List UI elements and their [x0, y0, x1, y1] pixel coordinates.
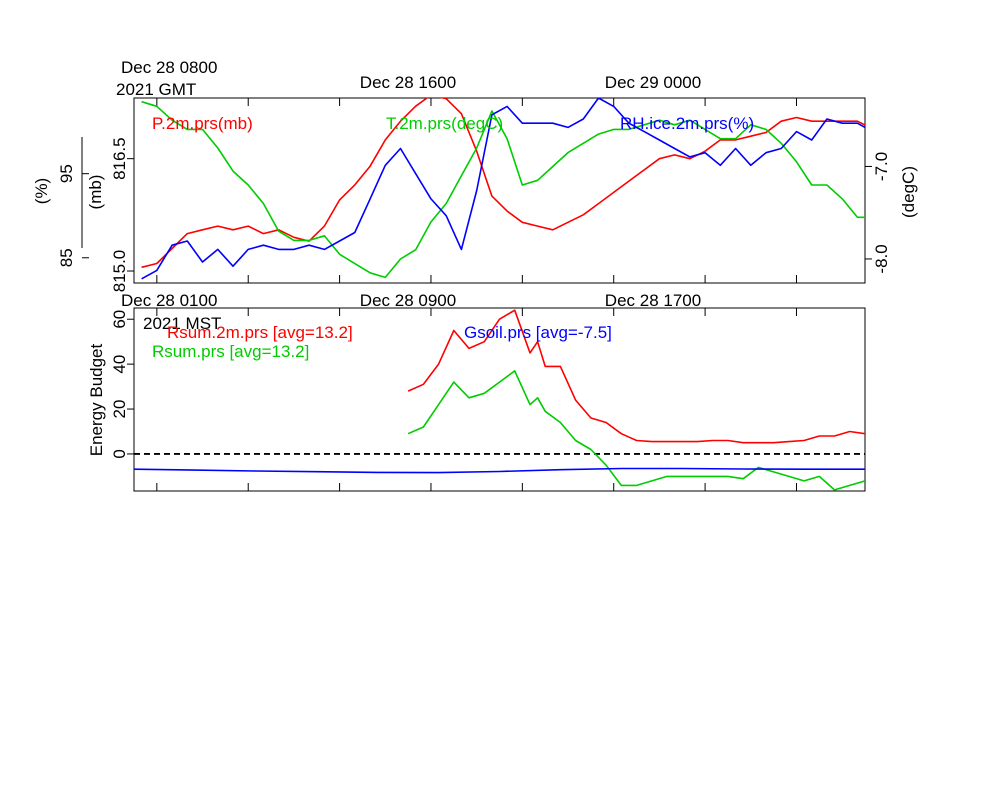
- bottom-panel-plot-area: [134, 308, 865, 491]
- energy-tick-label: 40: [110, 355, 129, 374]
- legend-temperature: T.2m.prs(degC): [386, 114, 503, 133]
- mst-start-label-line2: 2021 MST: [143, 314, 221, 333]
- gmt-start-label-line1: Dec 28 0800: [121, 58, 217, 77]
- temperature-axis-label: (degC): [899, 166, 918, 218]
- gmt-mid-label: Dec 28 1600: [360, 73, 456, 92]
- legend-pressure: P.2m.prs(mb): [152, 114, 253, 133]
- bottom-panel-frame: [133, 307, 866, 492]
- gmt-start-label-line2: 2021 GMT: [116, 80, 196, 99]
- rh-tick-label: 95: [57, 164, 76, 183]
- legend-rsum: Rsum.prs [avg=13.2]: [152, 342, 309, 361]
- top-panel-plot-area: [141, 98, 865, 283]
- legend-rsum-2m: Rsum.2m.prs [avg=13.2]: [167, 323, 353, 342]
- gmt-end-label: Dec 29 0000: [605, 73, 701, 92]
- pressure-axis-label: (mb): [86, 175, 105, 210]
- pressure-tick-label: 816.5: [110, 137, 129, 180]
- gsoil-series-line: [134, 467, 865, 474]
- temperature-tick-label: -7.0: [872, 152, 891, 181]
- temperature-axis-ticks: -8.0 -7.0: [865, 152, 891, 274]
- pressure-axis-ticks: 815.0 816.5: [110, 137, 134, 292]
- temperature-tick-label: -8.0: [872, 244, 891, 273]
- energy-axis-ticks: 0 20 40 60: [110, 310, 134, 459]
- rh-tick-label: 85: [57, 248, 76, 267]
- mst-start-label-line1: Dec 28 0100: [121, 291, 217, 310]
- pressure-series-line: [141, 98, 865, 269]
- bottom-panel: 0 20 40 60 Energy Budget Rsum.2m.prs [avg=1…: [87, 307, 866, 492]
- legend-humidity: RH.ice.2m.prs(%): [620, 114, 754, 133]
- energy-tick-label: 20: [110, 400, 129, 419]
- rh-axis-ticks: 85 95: [57, 164, 89, 267]
- mst-end-label: Dec 28 1700: [605, 291, 701, 310]
- top-panel-frame: [133, 97, 866, 284]
- top-panel: 85 95 (%) 815.0 816.5 (mb) -8.0 -7.0 (degC)…: [32, 97, 918, 292]
- rh-axis-label: (%): [32, 178, 51, 204]
- energy-axis-label: Energy Budget: [87, 343, 106, 456]
- mst-mid-label: Dec 28 0900: [360, 291, 456, 310]
- pressure-tick-label: 815.0: [110, 250, 129, 293]
- energy-tick-label: 0: [110, 449, 129, 458]
- rsum-2m-series-line: [407, 309, 865, 444]
- humidity-series-line: [141, 98, 865, 280]
- rsum-series-line: [407, 370, 865, 491]
- temperature-series-line: [141, 100, 865, 279]
- energy-tick-label: 60: [110, 310, 129, 329]
- legend-gsoil: Gsoil.prs [avg=-7.5]: [464, 323, 612, 342]
